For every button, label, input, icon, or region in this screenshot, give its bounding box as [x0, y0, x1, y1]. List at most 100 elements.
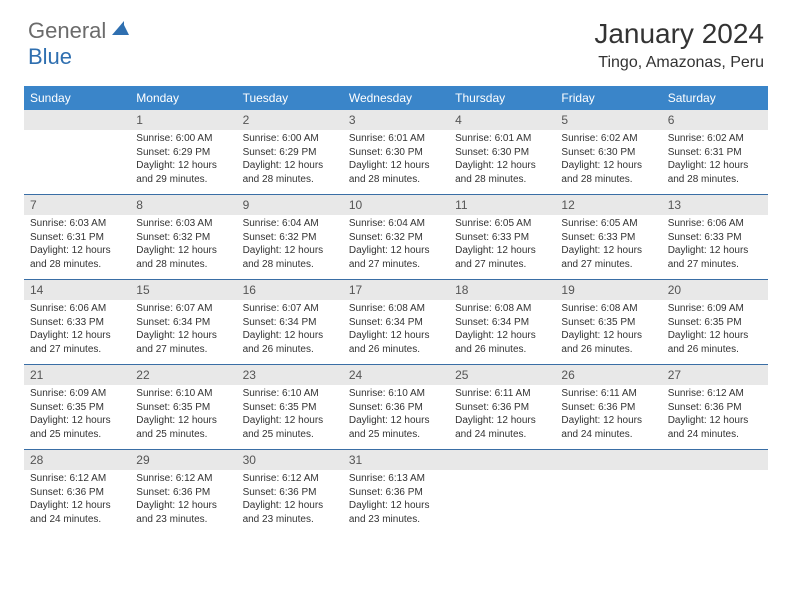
day-number-cell: 8: [130, 195, 236, 216]
day-data-cell: Sunrise: 6:03 AMSunset: 6:32 PMDaylight:…: [130, 215, 236, 280]
logo-text-blue: Blue: [28, 44, 72, 69]
day-number-cell: 30: [237, 450, 343, 471]
day-data-row: Sunrise: 6:03 AMSunset: 6:31 PMDaylight:…: [24, 215, 768, 280]
day-data-cell: Sunrise: 6:13 AMSunset: 6:36 PMDaylight:…: [343, 470, 449, 534]
day-number-cell: 17: [343, 280, 449, 301]
day-number-cell: 27: [662, 365, 768, 386]
day-number-row: 78910111213: [24, 195, 768, 216]
day-lines: Sunrise: 6:06 AMSunset: 6:33 PMDaylight:…: [668, 217, 762, 271]
weekday-header-row: Sunday Monday Tuesday Wednesday Thursday…: [24, 86, 768, 110]
day-data-cell: Sunrise: 6:10 AMSunset: 6:35 PMDaylight:…: [130, 385, 236, 450]
day-number-cell: 13: [662, 195, 768, 216]
day-number-cell: 26: [555, 365, 661, 386]
day-data-cell: Sunrise: 6:10 AMSunset: 6:35 PMDaylight:…: [237, 385, 343, 450]
day-number-cell: 31: [343, 450, 449, 471]
location-text: Tingo, Amazonas, Peru: [594, 54, 764, 72]
day-number-cell: 5: [555, 110, 661, 130]
day-data-row: Sunrise: 6:06 AMSunset: 6:33 PMDaylight:…: [24, 300, 768, 365]
day-number-cell: 15: [130, 280, 236, 301]
day-lines: Sunrise: 6:07 AMSunset: 6:34 PMDaylight:…: [243, 302, 337, 356]
day-number-cell: 12: [555, 195, 661, 216]
day-lines: Sunrise: 6:12 AMSunset: 6:36 PMDaylight:…: [668, 387, 762, 441]
title-block: January 2024 Tingo, Amazonas, Peru: [594, 18, 764, 72]
day-number-cell: [555, 450, 661, 471]
day-number-cell: 22: [130, 365, 236, 386]
day-number-cell: 2: [237, 110, 343, 130]
day-lines: Sunrise: 6:08 AMSunset: 6:34 PMDaylight:…: [455, 302, 549, 356]
day-number-cell: 20: [662, 280, 768, 301]
day-lines: Sunrise: 6:12 AMSunset: 6:36 PMDaylight:…: [136, 472, 230, 526]
day-lines: Sunrise: 6:11 AMSunset: 6:36 PMDaylight:…: [561, 387, 655, 441]
day-data-cell: Sunrise: 6:05 AMSunset: 6:33 PMDaylight:…: [449, 215, 555, 280]
day-data-cell: Sunrise: 6:00 AMSunset: 6:29 PMDaylight:…: [237, 130, 343, 195]
day-data-cell: Sunrise: 6:10 AMSunset: 6:36 PMDaylight:…: [343, 385, 449, 450]
day-data-cell: [662, 470, 768, 534]
day-lines: Sunrise: 6:10 AMSunset: 6:35 PMDaylight:…: [136, 387, 230, 441]
day-number-row: 28293031: [24, 450, 768, 471]
logo: General: [28, 18, 133, 44]
day-lines: Sunrise: 6:02 AMSunset: 6:31 PMDaylight:…: [668, 132, 762, 186]
day-number-row: 14151617181920: [24, 280, 768, 301]
day-number-cell: 10: [343, 195, 449, 216]
weekday-header: Sunday: [24, 86, 130, 110]
logo-text-general: General: [28, 18, 106, 44]
day-lines: Sunrise: 6:01 AMSunset: 6:30 PMDaylight:…: [349, 132, 443, 186]
day-data-cell: Sunrise: 6:03 AMSunset: 6:31 PMDaylight:…: [24, 215, 130, 280]
day-lines: Sunrise: 6:12 AMSunset: 6:36 PMDaylight:…: [243, 472, 337, 526]
day-lines: Sunrise: 6:08 AMSunset: 6:35 PMDaylight:…: [561, 302, 655, 356]
page-header: General January 2024 Tingo, Amazonas, Pe…: [0, 0, 792, 78]
day-lines: Sunrise: 6:02 AMSunset: 6:30 PMDaylight:…: [561, 132, 655, 186]
logo-sail-icon: [110, 19, 130, 44]
day-data-cell: [24, 130, 130, 195]
day-number-cell: 29: [130, 450, 236, 471]
day-number-cell: 18: [449, 280, 555, 301]
day-lines: Sunrise: 6:08 AMSunset: 6:34 PMDaylight:…: [349, 302, 443, 356]
day-data-cell: [555, 470, 661, 534]
day-number-cell: 25: [449, 365, 555, 386]
day-lines: Sunrise: 6:09 AMSunset: 6:35 PMDaylight:…: [30, 387, 124, 441]
day-data-cell: Sunrise: 6:12 AMSunset: 6:36 PMDaylight:…: [237, 470, 343, 534]
day-number-cell: 19: [555, 280, 661, 301]
day-lines: Sunrise: 6:06 AMSunset: 6:33 PMDaylight:…: [30, 302, 124, 356]
calendar-table: Sunday Monday Tuesday Wednesday Thursday…: [24, 86, 768, 534]
day-lines: Sunrise: 6:00 AMSunset: 6:29 PMDaylight:…: [136, 132, 230, 186]
day-data-cell: Sunrise: 6:08 AMSunset: 6:34 PMDaylight:…: [449, 300, 555, 365]
day-data-row: Sunrise: 6:12 AMSunset: 6:36 PMDaylight:…: [24, 470, 768, 534]
day-data-cell: Sunrise: 6:05 AMSunset: 6:33 PMDaylight:…: [555, 215, 661, 280]
weekday-header: Tuesday: [237, 86, 343, 110]
day-data-cell: Sunrise: 6:08 AMSunset: 6:35 PMDaylight:…: [555, 300, 661, 365]
weekday-header: Wednesday: [343, 86, 449, 110]
day-number-cell: 1: [130, 110, 236, 130]
weekday-header: Friday: [555, 86, 661, 110]
day-lines: Sunrise: 6:04 AMSunset: 6:32 PMDaylight:…: [349, 217, 443, 271]
day-lines: Sunrise: 6:13 AMSunset: 6:36 PMDaylight:…: [349, 472, 443, 526]
day-lines: Sunrise: 6:12 AMSunset: 6:36 PMDaylight:…: [30, 472, 124, 526]
day-data-cell: Sunrise: 6:07 AMSunset: 6:34 PMDaylight:…: [237, 300, 343, 365]
day-number-cell: 21: [24, 365, 130, 386]
day-data-cell: Sunrise: 6:12 AMSunset: 6:36 PMDaylight:…: [662, 385, 768, 450]
day-number-cell: 16: [237, 280, 343, 301]
day-data-cell: Sunrise: 6:11 AMSunset: 6:36 PMDaylight:…: [555, 385, 661, 450]
day-lines: Sunrise: 6:07 AMSunset: 6:34 PMDaylight:…: [136, 302, 230, 356]
day-data-cell: Sunrise: 6:12 AMSunset: 6:36 PMDaylight:…: [24, 470, 130, 534]
day-data-cell: Sunrise: 6:01 AMSunset: 6:30 PMDaylight:…: [449, 130, 555, 195]
day-lines: Sunrise: 6:11 AMSunset: 6:36 PMDaylight:…: [455, 387, 549, 441]
day-lines: Sunrise: 6:04 AMSunset: 6:32 PMDaylight:…: [243, 217, 337, 271]
day-data-cell: Sunrise: 6:01 AMSunset: 6:30 PMDaylight:…: [343, 130, 449, 195]
day-data-cell: Sunrise: 6:09 AMSunset: 6:35 PMDaylight:…: [24, 385, 130, 450]
day-data-cell: Sunrise: 6:04 AMSunset: 6:32 PMDaylight:…: [237, 215, 343, 280]
day-lines: Sunrise: 6:09 AMSunset: 6:35 PMDaylight:…: [668, 302, 762, 356]
day-data-cell: Sunrise: 6:07 AMSunset: 6:34 PMDaylight:…: [130, 300, 236, 365]
day-lines: Sunrise: 6:00 AMSunset: 6:29 PMDaylight:…: [243, 132, 337, 186]
day-number-cell: 4: [449, 110, 555, 130]
day-data-cell: Sunrise: 6:11 AMSunset: 6:36 PMDaylight:…: [449, 385, 555, 450]
day-data-row: Sunrise: 6:00 AMSunset: 6:29 PMDaylight:…: [24, 130, 768, 195]
day-data-cell: Sunrise: 6:06 AMSunset: 6:33 PMDaylight:…: [24, 300, 130, 365]
day-lines: Sunrise: 6:01 AMSunset: 6:30 PMDaylight:…: [455, 132, 549, 186]
day-number-cell: 23: [237, 365, 343, 386]
day-lines: Sunrise: 6:05 AMSunset: 6:33 PMDaylight:…: [455, 217, 549, 271]
day-number-cell: 24: [343, 365, 449, 386]
day-number-row: 21222324252627: [24, 365, 768, 386]
day-data-cell: Sunrise: 6:00 AMSunset: 6:29 PMDaylight:…: [130, 130, 236, 195]
logo-text-blue-wrap: Blue: [28, 44, 72, 70]
